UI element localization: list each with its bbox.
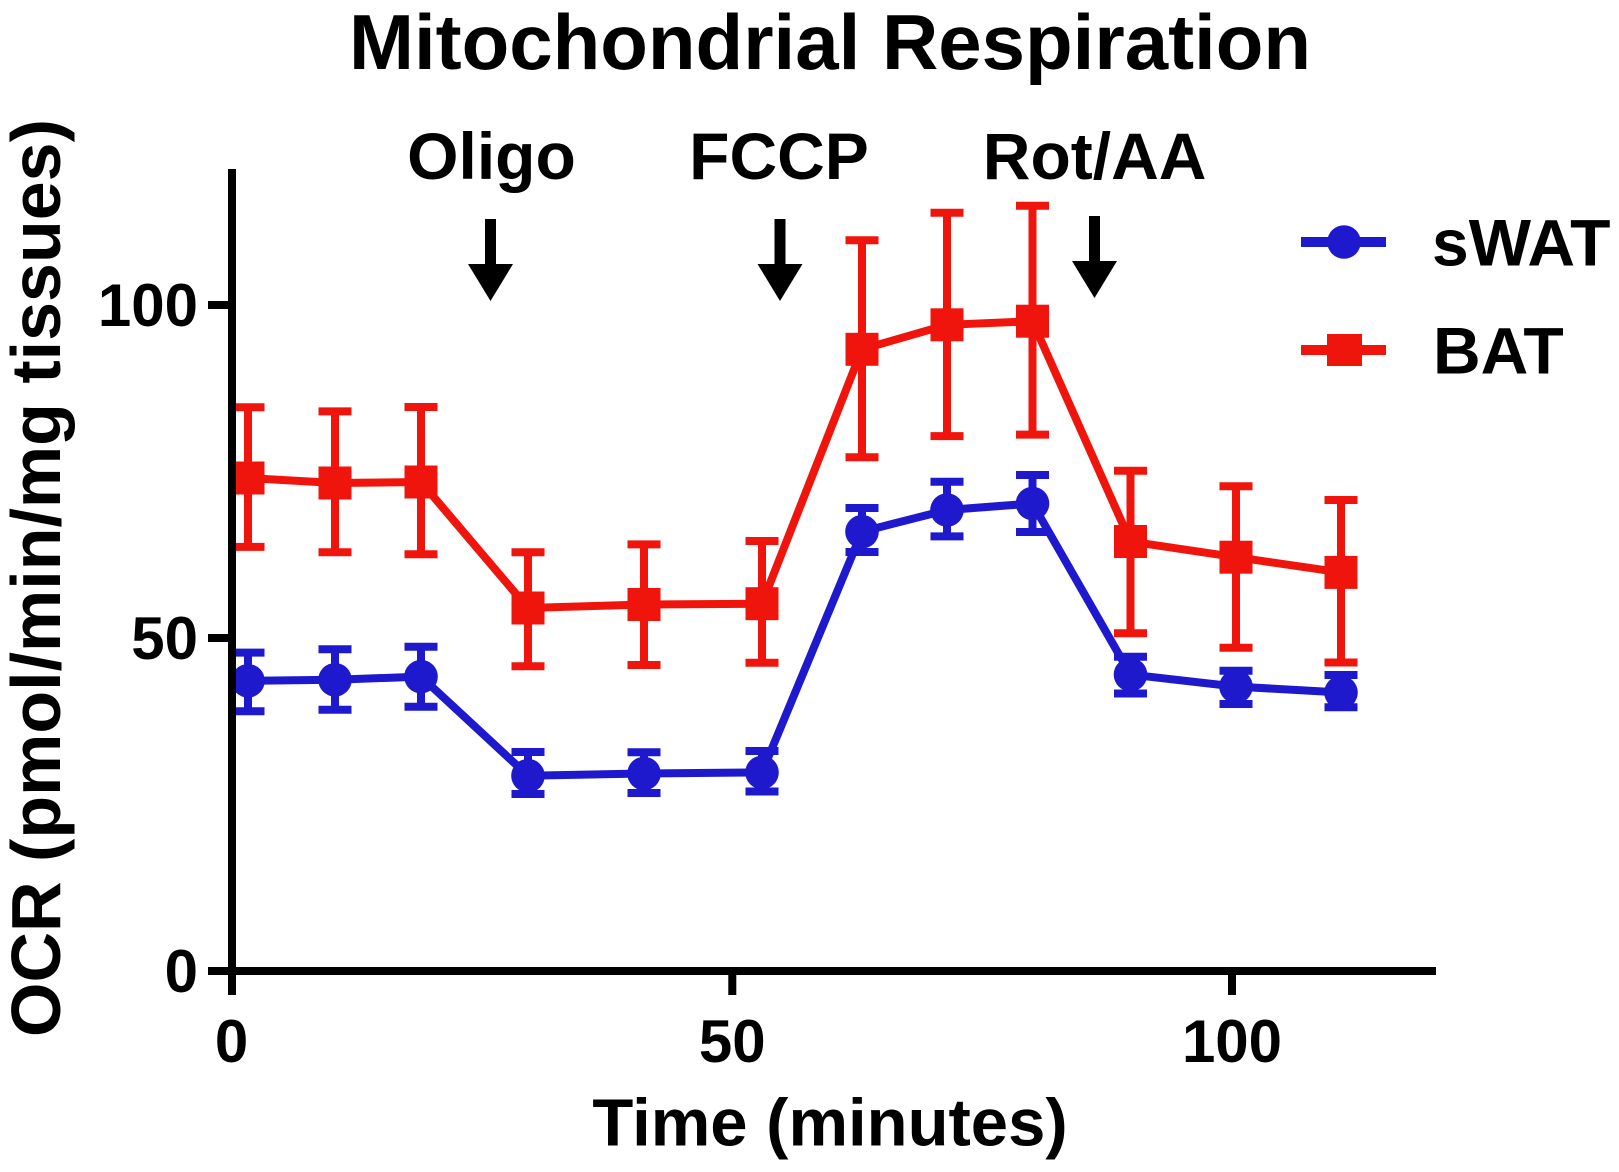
svg-text:0: 0 [165, 938, 198, 1005]
svg-text:100: 100 [1182, 1008, 1282, 1075]
svg-text:Rot/AA: Rot/AA [983, 119, 1207, 193]
svg-text:50: 50 [699, 1008, 766, 1075]
svg-text:OCR (pmol/min/mg tissues): OCR (pmol/min/mg tissues) [0, 119, 75, 1037]
svg-text:Time (minutes): Time (minutes) [592, 1086, 1067, 1161]
svg-text:100: 100 [98, 272, 198, 339]
svg-text:FCCP: FCCP [689, 119, 869, 193]
svg-text:Mitochondrial Respiration: Mitochondrial Respiration [349, 0, 1311, 86]
svg-text:50: 50 [131, 605, 198, 672]
svg-text:sWAT: sWAT [1432, 206, 1610, 280]
svg-text:BAT: BAT [1433, 314, 1564, 388]
svg-text:0: 0 [215, 1008, 248, 1075]
svg-text:Oligo: Oligo [407, 119, 576, 193]
